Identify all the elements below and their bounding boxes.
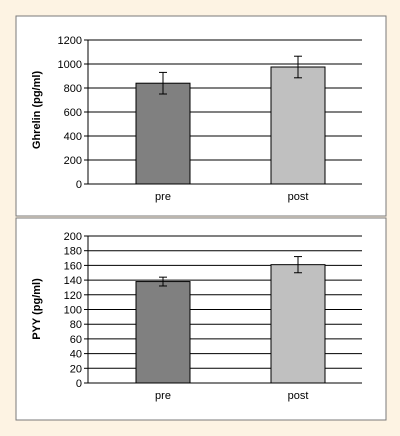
y-tick-label: 80 bbox=[70, 319, 82, 331]
y-tick-label: 140 bbox=[64, 275, 82, 287]
y-axis-title: Ghrelin (pg/ml) bbox=[31, 71, 43, 150]
y-tick-label: 40 bbox=[70, 349, 82, 361]
bar-post bbox=[270, 264, 326, 384]
bar-pre bbox=[135, 281, 191, 384]
pyy-chart: 0 20 40 60 80 100 120 140 160 180 200 pre post bbox=[64, 231, 362, 402]
x-tick-label: pre bbox=[155, 390, 171, 402]
y-tick-label: 20 bbox=[70, 363, 82, 375]
y-axis-title: PYY (pg/ml) bbox=[31, 278, 43, 340]
chart-panel-ghrelin: 0 200 400 600 800 1000 1200 pre post Ghrelin (pg… bbox=[15, 15, 387, 217]
y-tick-label: 1000 bbox=[58, 59, 82, 71]
y-tick-label: 160 bbox=[64, 260, 82, 272]
y-tick-label: 400 bbox=[64, 131, 82, 143]
bar-post bbox=[270, 66, 326, 185]
y-tick-label: 180 bbox=[64, 246, 82, 258]
y-tick-label: 100 bbox=[64, 305, 82, 317]
y-tick-label: 200 bbox=[64, 155, 82, 167]
bar-pre bbox=[135, 82, 191, 185]
ghrelin-chart: 0 200 400 600 800 1000 1200 pre post bbox=[58, 35, 362, 203]
x-tick-label: post bbox=[288, 191, 309, 203]
y-tick-label: 1200 bbox=[58, 35, 82, 47]
y-tick-label: 0 bbox=[76, 378, 82, 390]
x-tick-label: pre bbox=[155, 191, 171, 203]
x-tick-label: post bbox=[288, 390, 309, 402]
y-tick-label: 120 bbox=[64, 290, 82, 302]
chart-panel-pyy: 0 20 40 60 80 100 120 140 160 180 200 pre post PYY (… bbox=[15, 217, 387, 421]
y-tick-label: 0 bbox=[76, 179, 82, 191]
y-tick-label: 60 bbox=[70, 334, 82, 346]
y-tick-label: 600 bbox=[64, 107, 82, 119]
y-tick-label: 800 bbox=[64, 83, 82, 95]
y-tick-label: 200 bbox=[64, 231, 82, 243]
